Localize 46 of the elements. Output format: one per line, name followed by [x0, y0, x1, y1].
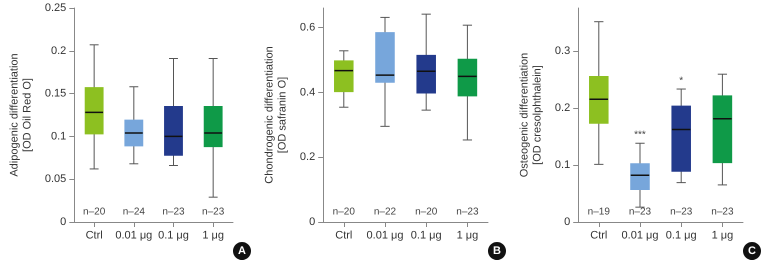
y-axis-title: Chondrogenic differentiation [OD safranin O] — [264, 46, 288, 184]
annotation: n–22 — [374, 206, 397, 218]
x-tick-label: 1 μg — [456, 230, 478, 242]
x-tick-label: 0.01 μg — [366, 230, 404, 242]
y-tick-label: 0.2 — [554, 102, 570, 114]
x-tick-label: Ctrl — [590, 230, 608, 242]
annotation: n–19 — [588, 206, 610, 218]
y-tick-label: 0.05 — [44, 173, 66, 186]
y-tick-label: 0 — [309, 216, 316, 228]
y-axis-title: Osteogenic differentiation [OD cresolphthalein] — [518, 52, 544, 178]
text: C — [748, 245, 756, 257]
y-tick-label: 0.25 — [44, 2, 66, 14]
y-tick-label: 0 — [60, 216, 66, 228]
x-tick-label: 1 μg — [202, 230, 224, 242]
annotation: n–20 — [83, 206, 106, 218]
annotation: * — [679, 76, 684, 87]
y-tick-label: 0.6 — [300, 21, 316, 34]
x-tick-label: 1 μg — [712, 230, 734, 242]
annotation: n–24 — [122, 206, 146, 218]
annotation: n–23 — [202, 206, 225, 218]
y-tick-label: 0.3 — [554, 44, 570, 57]
annotation: n–23 — [456, 206, 479, 218]
y-tick-label: 0.2 — [51, 44, 66, 57]
annotation: n–23 — [162, 206, 186, 218]
annotation: n–20 — [332, 206, 356, 218]
text: B — [493, 245, 502, 257]
x-tick-label: Ctrl — [86, 230, 103, 242]
annotation: n–23 — [628, 206, 652, 218]
annotation: *** — [634, 130, 646, 141]
x-tick-label: 0.01 μg — [115, 230, 152, 242]
y-tick-label: 0.1 — [554, 158, 570, 171]
y-tick-label: 0 — [564, 216, 570, 228]
x-tick-label: 0.1 μg — [158, 230, 189, 242]
annotation: n–20 — [415, 206, 438, 218]
y-tick-label: 0.2 — [300, 151, 316, 164]
y-tick-label: 0.1 — [51, 130, 66, 142]
x-tick-label: 0.01 μg — [622, 230, 658, 242]
annotation: n–23 — [670, 206, 693, 218]
x-tick-label: 0.1 μg — [666, 230, 697, 242]
x-tick-label: Ctrl — [335, 230, 352, 242]
y-tick-label: 0.4 — [300, 86, 316, 98]
text: A — [238, 245, 246, 257]
annotation: n–23 — [711, 206, 734, 218]
x-tick-label: 0.1 μg — [410, 230, 442, 242]
y-tick-label: 0.15 — [44, 88, 66, 100]
y-axis-title: Adipogenic differentiation [OD Oil Red O] — [8, 53, 34, 177]
